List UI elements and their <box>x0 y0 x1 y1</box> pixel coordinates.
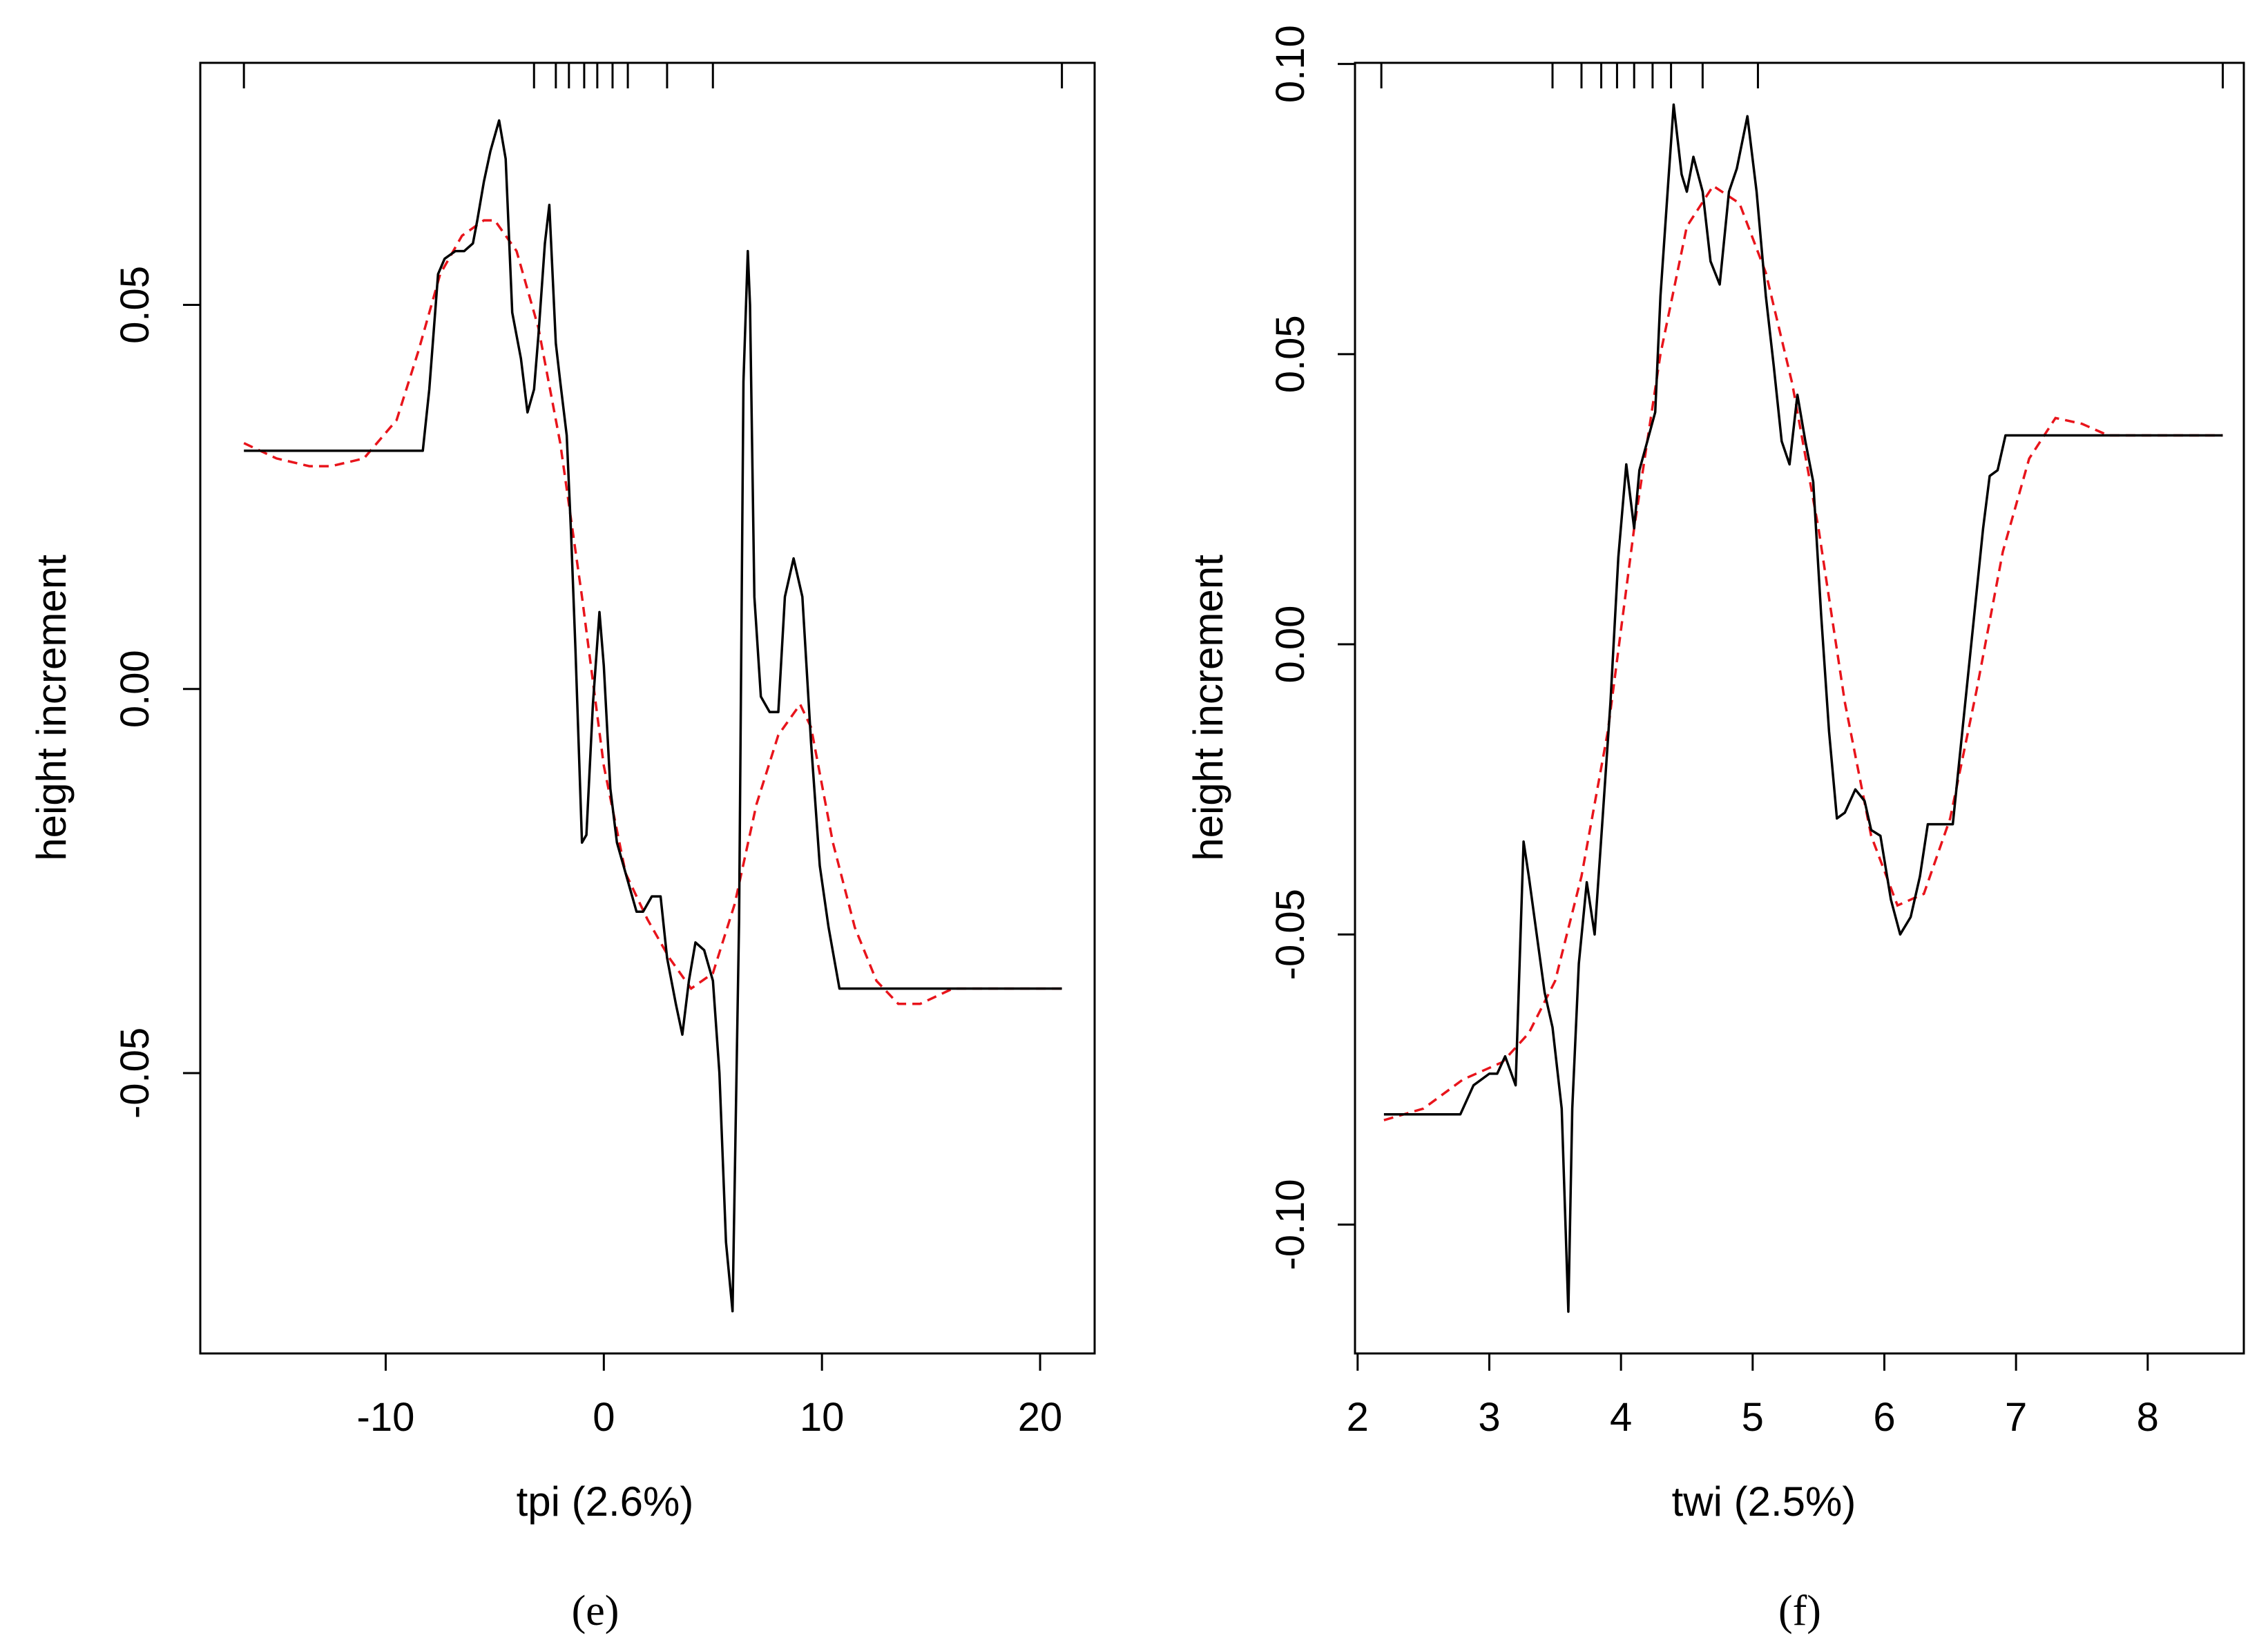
axis-ticks: 2 3 4 5 6 7 8 -0.10 -0.05 0.00 0.05 0.10 <box>1268 25 2159 1440</box>
y-tick-label: 0.10 <box>1268 25 1313 103</box>
plot-frame <box>1354 61 2245 1355</box>
partial-dependence-line <box>1383 103 2223 1313</box>
y-tick-label: 0.00 <box>113 650 157 728</box>
x-tick-label: 0 <box>593 1395 615 1440</box>
smoothed-line <box>1383 184 2223 1121</box>
x-tick-label: 10 <box>800 1395 845 1440</box>
axis-ticks: -10 0 10 20 -0.05 0.00 0.05 <box>113 266 1062 1440</box>
x-tick-label: 6 <box>1873 1395 1895 1440</box>
rug-marks <box>1380 63 2224 88</box>
y-tick-label: 0.00 <box>1268 606 1313 684</box>
x-tick-label: 7 <box>2005 1395 2027 1440</box>
smoothed-line <box>243 219 1062 1005</box>
x-tick-label: -10 <box>357 1395 415 1440</box>
x-tick-label: 4 <box>1610 1395 1632 1440</box>
x-tick-label: 8 <box>2137 1395 2159 1440</box>
panel-e: -10 0 10 20 -0.05 0.00 0.05 tpi (2.6%) height … <box>28 61 1096 1634</box>
x-tick-label: 2 <box>1347 1395 1369 1440</box>
x-tick-label: 5 <box>1742 1395 1764 1440</box>
panel-caption: (e) <box>572 1588 619 1634</box>
y-tick-label: -0.05 <box>113 1028 157 1119</box>
x-axis-title: twi (2.5%) <box>1672 1478 1856 1525</box>
x-tick-label: 20 <box>1018 1395 1063 1440</box>
y-axis-title: height increment <box>28 555 75 861</box>
y-axis-title: height increment <box>1185 555 1231 861</box>
rug-marks <box>242 63 1064 88</box>
y-tick-label: 0.05 <box>1268 315 1313 393</box>
y-tick-label: -0.05 <box>1268 889 1313 980</box>
panel-f: 2 3 4 5 6 7 8 -0.10 -0.05 0.00 0.05 0.10 twi (2.5%)… <box>1185 25 2245 1634</box>
plot-frame <box>199 61 1096 1355</box>
partial-dependence-line <box>244 119 1062 1313</box>
panel-caption: (f) <box>1778 1588 1821 1634</box>
x-axis-title: tpi (2.6%) <box>517 1478 694 1525</box>
y-tick-label: 0.05 <box>113 266 157 344</box>
y-tick-label: -0.10 <box>1268 1179 1313 1270</box>
x-tick-label: 3 <box>1478 1395 1500 1440</box>
